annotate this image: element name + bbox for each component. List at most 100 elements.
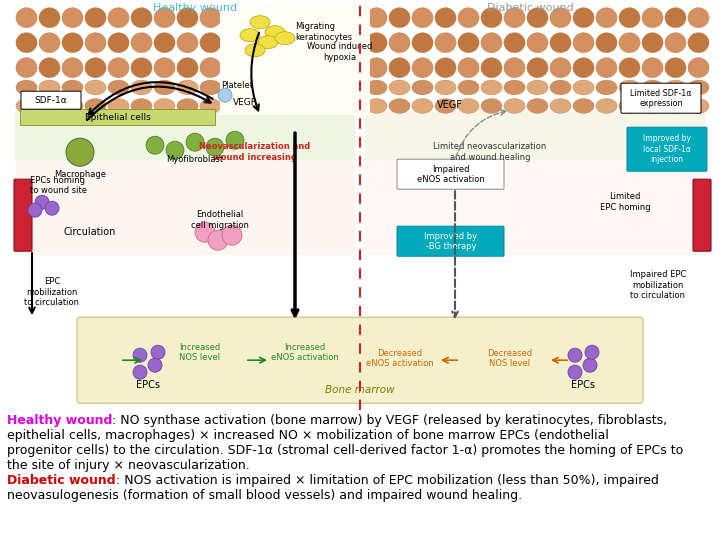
Text: Improved by
local SDF-1α
injection: Improved by local SDF-1α injection bbox=[643, 134, 691, 164]
Circle shape bbox=[45, 201, 59, 215]
Text: neovasulogenesis (formation of small blood vessels) and impaired wound healing.: neovasulogenesis (formation of small blo… bbox=[7, 489, 522, 502]
Ellipse shape bbox=[527, 99, 548, 113]
Ellipse shape bbox=[550, 8, 571, 28]
Ellipse shape bbox=[596, 33, 617, 53]
Text: Increased
eNOS activation: Increased eNOS activation bbox=[271, 342, 339, 362]
Circle shape bbox=[166, 141, 184, 159]
Text: Endothelial
cell migration: Endothelial cell migration bbox=[191, 210, 249, 230]
Ellipse shape bbox=[573, 80, 594, 95]
Ellipse shape bbox=[223, 58, 244, 78]
FancyBboxPatch shape bbox=[397, 226, 504, 256]
Ellipse shape bbox=[389, 99, 410, 113]
Text: Impaired
eNOS activation: Impaired eNOS activation bbox=[417, 165, 485, 184]
Bar bbox=[365, 160, 705, 255]
Text: Macrophage: Macrophage bbox=[54, 170, 106, 179]
Ellipse shape bbox=[250, 16, 270, 29]
Circle shape bbox=[28, 203, 42, 217]
Ellipse shape bbox=[154, 80, 175, 95]
Ellipse shape bbox=[338, 8, 359, 28]
Ellipse shape bbox=[642, 33, 663, 53]
Ellipse shape bbox=[550, 80, 571, 95]
Text: Wound induced
hypoxia: Wound induced hypoxia bbox=[307, 42, 373, 62]
Ellipse shape bbox=[223, 33, 244, 53]
Ellipse shape bbox=[481, 99, 502, 113]
Text: Neovascularization and
wound increasing: Neovascularization and wound increasing bbox=[199, 142, 310, 161]
Circle shape bbox=[146, 136, 164, 154]
Text: : NOS activation is impaired ⨯ limitation of EPC mobilization (less than 50%), i: : NOS activation is impaired ⨯ limitatio… bbox=[116, 475, 659, 488]
Ellipse shape bbox=[16, 80, 37, 95]
Ellipse shape bbox=[258, 36, 278, 49]
Ellipse shape bbox=[246, 99, 267, 113]
Ellipse shape bbox=[85, 80, 106, 95]
Ellipse shape bbox=[338, 58, 359, 78]
Ellipse shape bbox=[642, 80, 663, 95]
Circle shape bbox=[206, 138, 224, 156]
Ellipse shape bbox=[527, 58, 548, 78]
Ellipse shape bbox=[200, 80, 221, 95]
Ellipse shape bbox=[292, 80, 313, 95]
Ellipse shape bbox=[154, 99, 175, 113]
Ellipse shape bbox=[688, 99, 709, 113]
Circle shape bbox=[583, 358, 597, 372]
Ellipse shape bbox=[504, 80, 525, 95]
Text: Improved by
-BG therapy: Improved by -BG therapy bbox=[424, 232, 477, 251]
Ellipse shape bbox=[504, 58, 525, 78]
Ellipse shape bbox=[435, 58, 456, 78]
Ellipse shape bbox=[573, 58, 594, 78]
Circle shape bbox=[133, 365, 147, 379]
Text: EPC
mobilization
to circulation: EPC mobilization to circulation bbox=[24, 278, 79, 307]
Ellipse shape bbox=[62, 33, 83, 53]
FancyBboxPatch shape bbox=[621, 83, 701, 113]
Ellipse shape bbox=[366, 80, 387, 95]
Ellipse shape bbox=[154, 33, 175, 53]
Ellipse shape bbox=[108, 8, 129, 28]
Ellipse shape bbox=[269, 33, 290, 53]
FancyBboxPatch shape bbox=[693, 179, 711, 251]
Circle shape bbox=[151, 345, 165, 359]
Text: SDF-1α: SDF-1α bbox=[35, 96, 68, 105]
Ellipse shape bbox=[16, 99, 37, 113]
Ellipse shape bbox=[269, 8, 290, 28]
Ellipse shape bbox=[527, 8, 548, 28]
Ellipse shape bbox=[177, 33, 198, 53]
Circle shape bbox=[568, 365, 582, 379]
Ellipse shape bbox=[39, 33, 60, 53]
Ellipse shape bbox=[458, 80, 479, 95]
Ellipse shape bbox=[246, 33, 267, 53]
Ellipse shape bbox=[573, 8, 594, 28]
Ellipse shape bbox=[504, 99, 525, 113]
Circle shape bbox=[208, 230, 228, 250]
Text: VEGF: VEGF bbox=[437, 100, 463, 110]
Text: VEGF: VEGF bbox=[233, 98, 257, 107]
Ellipse shape bbox=[177, 58, 198, 78]
Ellipse shape bbox=[642, 58, 663, 78]
Ellipse shape bbox=[223, 99, 244, 113]
Ellipse shape bbox=[688, 8, 709, 28]
Ellipse shape bbox=[16, 8, 37, 28]
Ellipse shape bbox=[85, 99, 106, 113]
Bar bbox=[365, 112, 705, 162]
Ellipse shape bbox=[596, 99, 617, 113]
Ellipse shape bbox=[39, 8, 60, 28]
Ellipse shape bbox=[269, 80, 290, 95]
Text: Diabetic wound: Diabetic wound bbox=[7, 475, 116, 488]
Ellipse shape bbox=[246, 8, 267, 28]
Ellipse shape bbox=[596, 80, 617, 95]
Ellipse shape bbox=[412, 8, 433, 28]
Ellipse shape bbox=[573, 99, 594, 113]
Ellipse shape bbox=[550, 58, 571, 78]
Ellipse shape bbox=[619, 33, 640, 53]
Ellipse shape bbox=[366, 33, 387, 53]
Ellipse shape bbox=[527, 33, 548, 53]
Ellipse shape bbox=[269, 58, 290, 78]
Text: Limited SDF-1α
expression: Limited SDF-1α expression bbox=[630, 89, 692, 108]
Ellipse shape bbox=[315, 99, 336, 113]
Ellipse shape bbox=[223, 80, 244, 95]
Text: Diabetic wound: Diabetic wound bbox=[487, 3, 573, 13]
Circle shape bbox=[568, 348, 582, 362]
Ellipse shape bbox=[108, 80, 129, 95]
Ellipse shape bbox=[688, 80, 709, 95]
Ellipse shape bbox=[642, 99, 663, 113]
Ellipse shape bbox=[292, 8, 313, 28]
Ellipse shape bbox=[366, 8, 387, 28]
